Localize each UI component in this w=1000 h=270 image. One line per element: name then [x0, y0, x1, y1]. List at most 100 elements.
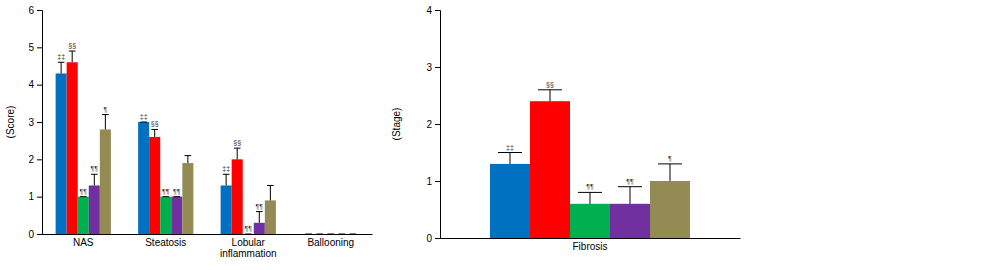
series-1 [67, 51, 323, 234]
bar [265, 200, 276, 234]
x-axis-line [441, 238, 741, 239]
y-tick-label: 4 [28, 79, 34, 90]
bar [78, 197, 89, 234]
significance-mark: ¶¶ [256, 203, 264, 210]
error-bar [538, 90, 562, 101]
error-bar-cap [305, 234, 312, 235]
error-bar-cap [69, 51, 76, 52]
error-bar [151, 129, 158, 136]
error-bar-stem [187, 156, 188, 163]
error-bar-cap [350, 234, 357, 235]
panel-0: 0 1 2 3 4 5 6 NASSteatosisLobularinflammationBa… [5, 5, 373, 259]
bar [530, 101, 570, 238]
x-axis: NASSteatosisLobularinflammationBalloonin… [43, 235, 373, 260]
x-tick: Fibrosis [572, 241, 607, 252]
x-tick-label: Fibrosis [572, 241, 607, 252]
error-bar [618, 187, 642, 204]
y-tick-label: 3 [426, 62, 432, 73]
bar [570, 204, 610, 238]
panel-1: 01234Fibrosis(Stage)‡‡§§¶¶¶¶¶ [391, 5, 741, 252]
y-tick: 0 [28, 229, 42, 240]
error-bar [350, 234, 357, 235]
bar [67, 62, 78, 234]
bar [254, 223, 265, 234]
y-tick: 1 [28, 191, 42, 202]
error-bar [658, 164, 682, 181]
bar [221, 185, 232, 234]
bar [325, 234, 336, 235]
error-bar-stem [670, 164, 671, 181]
error-bar-stem [61, 62, 62, 73]
significance-mark: ¶¶ [626, 178, 634, 185]
series-1 [530, 90, 570, 238]
y-tick-label: 0 [426, 233, 432, 244]
error-bar-stem [105, 115, 106, 130]
error-bar-cap [658, 163, 682, 164]
y-tick-mark [435, 124, 440, 125]
error-bar [185, 156, 192, 163]
bar [314, 234, 325, 235]
error-bar-cap [140, 122, 147, 123]
y-tick: 4 [426, 5, 440, 16]
significance-mark: ¶¶ [91, 165, 99, 172]
error-bar-cap [185, 155, 192, 156]
error-bar-cap [327, 234, 334, 235]
y-axis-line [37, 11, 43, 235]
y-tick-mark [37, 10, 42, 11]
error-bar-cap [162, 196, 169, 197]
error-bar-cap [256, 211, 263, 212]
x-axis: Fibrosis [441, 239, 741, 253]
y-tick: 2 [426, 119, 440, 130]
x-axis-line [43, 234, 373, 235]
series-0 [490, 153, 530, 239]
bar [243, 234, 254, 235]
y-tick-label: 3 [28, 117, 34, 128]
error-bar [140, 122, 147, 123]
error-bar-cap [316, 234, 323, 235]
y-tick-label: 6 [28, 5, 34, 16]
significance-mark: ‡‡ [222, 165, 230, 172]
bar [610, 204, 650, 238]
y-tick: 3 [28, 117, 42, 128]
error-bar [102, 115, 109, 130]
y-tick-label: 2 [426, 119, 432, 130]
error-bar [162, 196, 169, 197]
y-tick: 3 [426, 62, 440, 73]
error-bar [267, 185, 274, 200]
series-4 [100, 115, 356, 234]
error-bar-stem [237, 148, 238, 159]
error-bar-cap [578, 192, 602, 193]
y-axis-title: (Score) [5, 106, 16, 139]
error-bar [80, 196, 87, 197]
error-bar-cap [498, 152, 522, 153]
y-tick-mark [37, 122, 42, 123]
significance-mark: ‡‡ [57, 53, 65, 60]
background [0, 0, 1000, 270]
bar [347, 234, 358, 235]
plot-marks [56, 51, 357, 234]
y-tick-mark [435, 238, 440, 239]
error-bar-cap [151, 129, 158, 130]
error-bar [58, 62, 65, 73]
y-axis: 01234 [426, 5, 440, 244]
y-tick: 5 [28, 42, 42, 53]
error-bar [256, 212, 263, 223]
significance-mark: ¶¶ [79, 188, 87, 195]
y-tick-mark [435, 181, 440, 182]
significance-mark: §§ [546, 81, 554, 88]
significance-mark: ¶ [668, 155, 672, 162]
y-tick: 4 [28, 79, 42, 90]
error-bar-stem [226, 174, 227, 185]
series-2 [570, 192, 610, 238]
error-bar [91, 174, 98, 185]
y-tick-mark [37, 234, 42, 235]
y-tick: 2 [28, 154, 42, 165]
significance-mark: §§ [233, 139, 241, 146]
error-bar-cap [245, 234, 252, 235]
error-bar-cap [234, 148, 241, 149]
error-bar [245, 234, 252, 235]
error-bar-stem [630, 187, 631, 204]
y-axis-title: (Stage) [391, 108, 402, 141]
error-bar [173, 196, 180, 197]
error-bar-cap [58, 62, 65, 63]
